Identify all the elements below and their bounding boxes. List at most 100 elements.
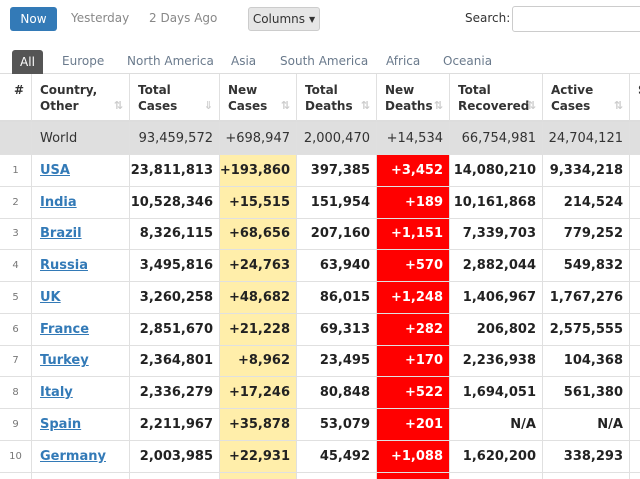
sort-icon: ⇅ bbox=[433, 99, 443, 112]
column-header[interactable]: Active Cases ⇅ bbox=[543, 74, 630, 122]
header-text: Deaths bbox=[305, 99, 353, 113]
partial-cell bbox=[450, 472, 543, 479]
value-cell: 23,811,813 bbox=[130, 155, 220, 187]
tab[interactable]: North America bbox=[127, 54, 214, 68]
value-cell: 2,575,555 bbox=[543, 313, 630, 346]
country-link[interactable]: Germany bbox=[40, 448, 106, 464]
header-text: Cases bbox=[551, 99, 591, 113]
tab[interactable]: Africa bbox=[386, 54, 421, 68]
rank: 9 bbox=[0, 409, 32, 441]
world-value: 24,704,121 bbox=[543, 122, 630, 155]
column-header[interactable]: Total Recovered ⇅ bbox=[450, 74, 543, 122]
search-input[interactable] bbox=[512, 6, 640, 32]
sort-icon: ⇅ bbox=[526, 99, 536, 112]
header-text: Other bbox=[40, 99, 79, 113]
country-cell: Russia bbox=[32, 250, 130, 282]
value-cell: 10,528,346 bbox=[130, 186, 220, 219]
rank: 1 bbox=[0, 155, 32, 187]
value-cell: +22,931 bbox=[220, 440, 297, 473]
value-cell: +17,246 bbox=[220, 377, 297, 409]
header-text: New bbox=[228, 83, 258, 97]
cut-cell bbox=[630, 155, 640, 187]
rank: 6 bbox=[0, 313, 32, 346]
value-cell: 2,211,967 bbox=[130, 409, 220, 441]
column-header[interactable]: New Deaths ⇅ bbox=[377, 74, 450, 122]
country-cell: Germany bbox=[32, 440, 130, 473]
header-text: Deaths bbox=[385, 99, 433, 113]
value-cell: +522 bbox=[377, 377, 450, 409]
header-text: Cases bbox=[228, 99, 268, 113]
value-cell: +189 bbox=[377, 186, 450, 219]
value-cell: +201 bbox=[377, 409, 450, 441]
country-link[interactable]: Italy bbox=[40, 385, 73, 401]
column-header[interactable]: Country, Other ⇅ bbox=[32, 74, 130, 122]
value-cell: +170 bbox=[377, 345, 450, 378]
value-cell: 104,368 bbox=[543, 345, 630, 378]
value-cell: 206,802 bbox=[450, 313, 543, 346]
sort-icon: ⇅ bbox=[113, 99, 123, 112]
tab[interactable]: Asia bbox=[231, 54, 257, 68]
country-cell: Italy bbox=[32, 377, 130, 409]
value-cell: 1,767,276 bbox=[543, 282, 630, 314]
country-cell: Spain bbox=[32, 409, 130, 441]
tab[interactable]: Europe bbox=[62, 54, 105, 68]
column-header[interactable]: S bbox=[630, 74, 640, 122]
cut-cell bbox=[630, 314, 640, 346]
country-link[interactable]: USA bbox=[40, 162, 70, 178]
column-header[interactable]: New Cases ⇅ bbox=[220, 74, 297, 122]
country-link[interactable]: France bbox=[40, 321, 90, 337]
header-text: Total bbox=[138, 83, 171, 97]
yesterday-button[interactable]: Yesterday bbox=[71, 11, 130, 25]
columns-button[interactable]: Columns ▼ bbox=[248, 7, 320, 31]
world-value: 2,000,470 bbox=[297, 122, 377, 155]
value-cell: +21,228 bbox=[220, 313, 297, 346]
partial-cell bbox=[297, 472, 377, 479]
header-text: Active bbox=[551, 83, 594, 97]
value-cell: +8,962 bbox=[220, 345, 297, 378]
value-cell: 10,161,868 bbox=[450, 186, 543, 219]
rank: 2 bbox=[0, 186, 32, 219]
value-cell: 1,406,967 bbox=[450, 282, 543, 314]
world-cell bbox=[0, 122, 32, 155]
column-header[interactable]: Total Cases ⇓ bbox=[130, 74, 220, 122]
value-cell: 549,832 bbox=[543, 250, 630, 282]
now-button[interactable]: Now bbox=[10, 7, 57, 31]
value-cell: 1,620,200 bbox=[450, 440, 543, 473]
value-cell: 151,954 bbox=[297, 186, 377, 219]
country-link[interactable]: Spain bbox=[40, 416, 82, 432]
value-cell: 2,851,670 bbox=[130, 313, 220, 346]
cut-cell bbox=[630, 187, 640, 219]
country-link[interactable]: Brazil bbox=[40, 226, 82, 242]
world-value: +14,534 bbox=[377, 122, 450, 155]
value-cell: +282 bbox=[377, 313, 450, 346]
value-cell: 1,694,051 bbox=[450, 377, 543, 409]
tab[interactable]: South America bbox=[280, 54, 369, 68]
value-cell: 69,313 bbox=[297, 313, 377, 346]
value-cell: +3,452 bbox=[377, 155, 450, 187]
country-cell: Turkey bbox=[32, 345, 130, 378]
tab-active[interactable]: All bbox=[12, 50, 43, 74]
sort-icon: ⇓ bbox=[203, 99, 213, 112]
value-cell: 23,495 bbox=[297, 345, 377, 378]
country-link[interactable]: Turkey bbox=[40, 353, 89, 369]
world-cell bbox=[630, 122, 640, 155]
value-cell: 86,015 bbox=[297, 282, 377, 314]
value-cell: +1,248 bbox=[377, 282, 450, 314]
value-cell: +48,682 bbox=[220, 282, 297, 314]
rank: 10 bbox=[0, 440, 32, 473]
value-cell: N/A bbox=[543, 409, 630, 441]
country-link[interactable]: UK bbox=[40, 289, 61, 305]
two-days-button[interactable]: 2 Days Ago bbox=[149, 11, 218, 25]
value-cell: 397,385 bbox=[297, 155, 377, 187]
value-cell: +193,860 bbox=[220, 155, 297, 187]
country-link[interactable]: India bbox=[40, 194, 77, 210]
column-header[interactable]: Total Deaths ⇅ bbox=[297, 74, 377, 122]
value-cell: 8,326,115 bbox=[130, 218, 220, 251]
cut-cell bbox=[630, 282, 640, 314]
tab[interactable]: Oceania bbox=[443, 54, 493, 68]
value-cell: 338,293 bbox=[543, 440, 630, 473]
partial-cell bbox=[130, 472, 220, 479]
country-link[interactable]: Russia bbox=[40, 258, 88, 274]
cut-cell bbox=[630, 250, 640, 282]
